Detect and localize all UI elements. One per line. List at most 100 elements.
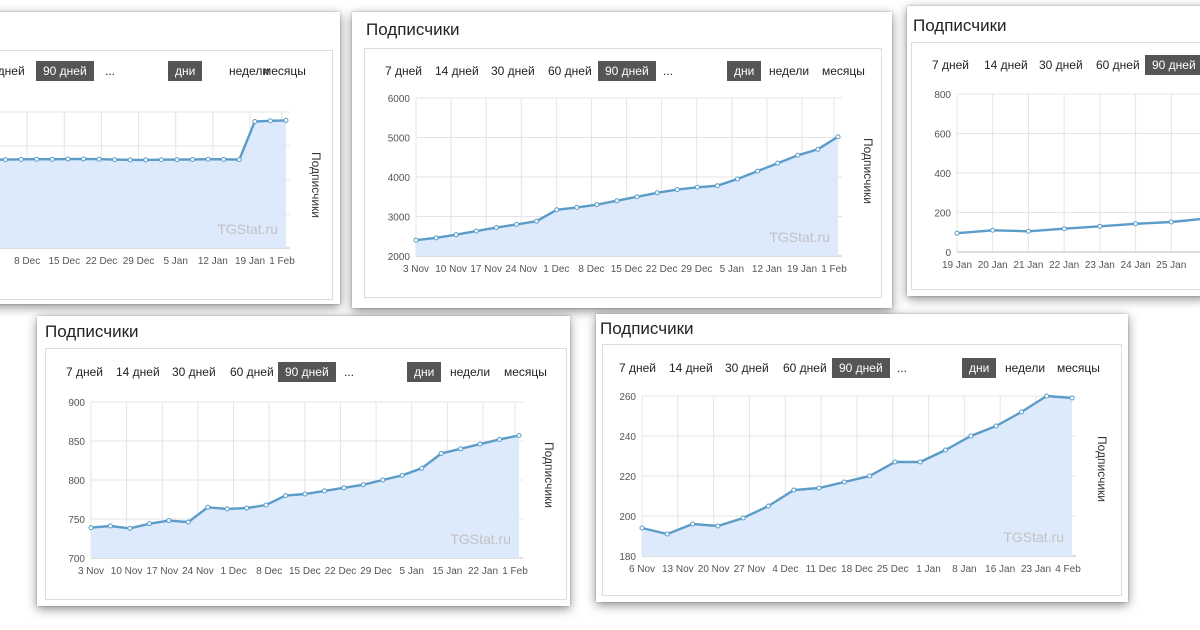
- x-tick-label: 29 Dec: [681, 264, 713, 275]
- x-tick-label: 24 Jan: [1121, 260, 1151, 271]
- granularity-button[interactable]: дни: [168, 61, 203, 81]
- data-point: [1018, 409, 1024, 415]
- data-point: [493, 225, 499, 231]
- data-point: [765, 503, 771, 509]
- period-button[interactable]: 60 дней: [1096, 58, 1140, 72]
- y-tick-label: 200: [619, 512, 636, 523]
- granularity-button[interactable]: месяцы: [504, 365, 547, 379]
- x-tick-label: 25 Jan: [1156, 260, 1186, 271]
- y-tick-label: 240: [619, 432, 636, 443]
- granularity-button[interactable]: недели: [1005, 361, 1046, 375]
- granularity-button[interactable]: месяцы: [1057, 361, 1100, 375]
- granularity-button[interactable]: недели: [450, 365, 491, 379]
- x-tick-label: 24 Nov: [182, 566, 214, 577]
- period-button[interactable]: ...: [344, 365, 355, 379]
- period-button[interactable]: 60 дней: [0, 64, 25, 78]
- x-tick-label: 12 Jan: [198, 256, 228, 267]
- granularity-button[interactable]: недели: [229, 64, 270, 78]
- data-point: [714, 183, 720, 189]
- data-point: [143, 157, 149, 163]
- x-tick-label: 1 Feb: [502, 566, 528, 577]
- period-button[interactable]: 7 дней: [619, 361, 657, 375]
- period-button[interactable]: 60 дней: [783, 361, 827, 375]
- period-button[interactable]: 30 дней: [725, 361, 769, 375]
- watermark: TGStat.ru: [769, 229, 830, 245]
- period-button[interactable]: 90 дней: [1145, 55, 1200, 75]
- period-button[interactable]: 7 дней: [932, 58, 970, 72]
- period-button[interactable]: 90 дней: [278, 362, 336, 382]
- period-button[interactable]: 60 дней: [230, 365, 274, 379]
- y-tick-label: 3000: [388, 213, 411, 224]
- data-point: [694, 184, 700, 190]
- x-tick-label: 22 Dec: [325, 566, 357, 577]
- x-tick-label: 3 Nov: [403, 264, 429, 275]
- data-point: [639, 525, 645, 531]
- data-point: [477, 441, 483, 447]
- data-point: [735, 176, 741, 182]
- data-point: [166, 518, 172, 524]
- watermark: TGStat.ru: [217, 221, 278, 237]
- y-tick-label: 5000: [388, 134, 411, 145]
- data-point: [795, 152, 801, 158]
- y-tick-label: 4000: [388, 173, 411, 184]
- x-tick-label: 17 Nov: [146, 566, 178, 577]
- x-tick-label: 18 Dec: [841, 564, 873, 575]
- data-point: [263, 502, 269, 508]
- data-point: [321, 488, 327, 494]
- period-button[interactable]: 7 дней: [66, 365, 104, 379]
- period-button[interactable]: 14 дней: [669, 361, 713, 375]
- x-tick-label: 15 Dec: [48, 256, 80, 267]
- granularity-button[interactable]: месяцы: [822, 64, 865, 78]
- granularity-button[interactable]: месяцы: [263, 64, 306, 78]
- data-point: [49, 156, 55, 162]
- series-line: [956, 217, 1200, 235]
- period-button[interactable]: ...: [897, 361, 908, 375]
- period-button[interactable]: ...: [663, 64, 674, 78]
- data-point: [458, 446, 464, 452]
- period-button[interactable]: 90 дней: [598, 61, 656, 81]
- granularity-button[interactable]: недели: [769, 64, 810, 78]
- x-tick-label: 5 Jan: [163, 256, 187, 267]
- period-button[interactable]: 14 дней: [116, 365, 160, 379]
- y-tick-label: 6000: [388, 94, 411, 105]
- data-point: [341, 485, 347, 491]
- data-point: [513, 221, 519, 227]
- period-button[interactable]: 90 дней: [832, 358, 890, 378]
- data-point: [740, 515, 746, 521]
- x-tick-label: 4 Feb: [1055, 564, 1081, 575]
- x-tick-label: 10 Nov: [435, 264, 467, 275]
- data-point: [614, 198, 620, 204]
- period-button[interactable]: 7 дней: [385, 64, 423, 78]
- data-point: [534, 218, 540, 224]
- data-point: [18, 156, 24, 162]
- data-point: [892, 459, 898, 465]
- data-point: [302, 491, 308, 497]
- data-point: [690, 521, 696, 527]
- period-button[interactable]: 30 дней: [491, 64, 535, 78]
- period-button[interactable]: 60 дней: [548, 64, 592, 78]
- data-point: [127, 525, 133, 531]
- granularity-button[interactable]: дни: [727, 61, 762, 81]
- data-point: [283, 493, 289, 499]
- data-point: [1044, 393, 1050, 399]
- period-button[interactable]: 14 дней: [984, 58, 1028, 72]
- period-button[interactable]: 14 дней: [435, 64, 479, 78]
- x-tick-label: 16 Jan: [985, 564, 1015, 575]
- x-tick-label: 8 Dec: [256, 566, 282, 577]
- period-button[interactable]: ...: [105, 64, 116, 78]
- x-tick-label: 5 Jan: [399, 566, 423, 577]
- chart-panel: [911, 42, 1200, 290]
- chart-card-2: Подписчики 2000 3000 4000 5000 6000 3 Nov 10 N…: [352, 12, 892, 308]
- x-tick-label: 12 Jan: [752, 264, 782, 275]
- data-point: [816, 485, 822, 491]
- period-button[interactable]: 30 дней: [172, 365, 216, 379]
- data-point: [80, 156, 86, 162]
- period-button[interactable]: 30 дней: [1039, 58, 1083, 72]
- data-point: [1069, 395, 1075, 401]
- granularity-button[interactable]: дни: [962, 358, 997, 378]
- x-tick-label: 25 Dec: [877, 564, 909, 575]
- period-button[interactable]: 90 дней: [36, 61, 94, 81]
- granularity-button[interactable]: дни: [407, 362, 442, 382]
- series-line: [415, 135, 839, 242]
